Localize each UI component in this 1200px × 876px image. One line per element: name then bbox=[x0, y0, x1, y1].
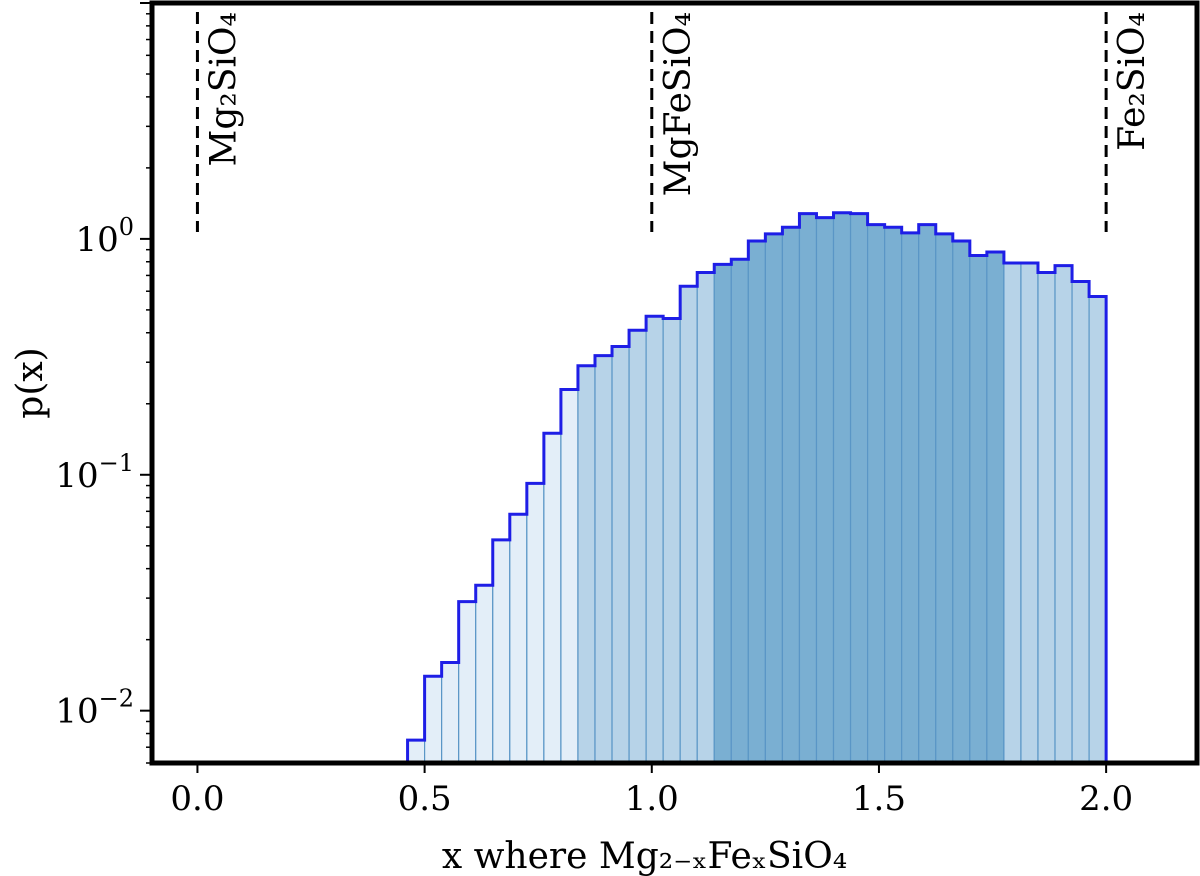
x-axis-label: x where Mg₂₋ₓFeₓSiO₄ bbox=[442, 836, 847, 876]
y-axis-ticks: 10−2 10−1 100 bbox=[55, 2, 152, 764]
histogram-bar bbox=[781, 226, 801, 764]
histogram-bar bbox=[730, 258, 749, 764]
histogram-bar bbox=[509, 513, 528, 764]
histogram-bar bbox=[815, 217, 835, 764]
histogram-bar bbox=[1020, 262, 1039, 764]
histogram-bar bbox=[884, 226, 903, 764]
x-tick-label: 0.0 bbox=[170, 779, 224, 819]
histogram-bar bbox=[577, 365, 596, 764]
histogram-bar bbox=[866, 223, 886, 764]
histogram-bar bbox=[1054, 265, 1073, 764]
reference-lines-group: Mg₂SiO₄ MgFeSiO₄ Fe₂SiO₄ bbox=[195, 12, 1153, 232]
histogram-bar bbox=[849, 212, 869, 764]
reference-line-label: Fe₂SiO₄ bbox=[1112, 12, 1153, 151]
histogram-bar bbox=[645, 315, 664, 764]
reference-line-label: MgFeSiO₄ bbox=[658, 12, 699, 196]
histogram-bar bbox=[492, 539, 511, 764]
histogram-bar bbox=[952, 240, 971, 764]
x-tick-label: 1.0 bbox=[625, 779, 679, 819]
plot-frame bbox=[149, 0, 1200, 766]
x-tick-label: 0.5 bbox=[398, 779, 452, 819]
histogram-bar bbox=[696, 271, 715, 764]
histogram-bar bbox=[1071, 280, 1090, 764]
histogram-bar bbox=[662, 317, 681, 764]
x-tick-label: 2.0 bbox=[1079, 779, 1133, 819]
histogram-bar bbox=[679, 285, 698, 764]
histogram-bar bbox=[526, 482, 545, 764]
histogram-bar bbox=[1003, 262, 1022, 764]
bars-group bbox=[406, 212, 1107, 764]
histogram-bar bbox=[918, 223, 937, 764]
histogram-bar bbox=[628, 329, 647, 764]
histogram-bar bbox=[594, 355, 613, 764]
histogram-bar bbox=[798, 212, 818, 764]
histogram-bar bbox=[832, 212, 852, 764]
histogram-bar bbox=[764, 233, 784, 764]
histogram-bar bbox=[560, 388, 579, 764]
histogram-bar bbox=[611, 345, 630, 764]
histogram-bar bbox=[424, 675, 443, 764]
reference-line-label: Mg₂SiO₄ bbox=[203, 12, 244, 166]
y-axis-label: p(x) bbox=[10, 347, 51, 418]
histogram-bar bbox=[406, 739, 426, 764]
histogram-bar bbox=[475, 584, 494, 764]
y-tick-label: 10−2 bbox=[55, 685, 134, 732]
histogram-bar bbox=[458, 600, 477, 764]
histogram-outline bbox=[406, 211, 1108, 763]
histogram-bar bbox=[747, 240, 766, 764]
x-tick-label: 1.5 bbox=[852, 779, 906, 819]
histogram-bar bbox=[935, 233, 954, 764]
y-tick-label: 10−1 bbox=[55, 449, 134, 496]
histogram-bar bbox=[969, 254, 988, 764]
y-tick-label: 100 bbox=[75, 213, 134, 260]
histogram-bar bbox=[1088, 295, 1107, 764]
histogram-bar bbox=[986, 251, 1005, 764]
histogram-bar bbox=[901, 232, 920, 764]
histogram-bar bbox=[441, 661, 460, 764]
histogram-bar bbox=[713, 263, 732, 764]
histogram-bar bbox=[1037, 271, 1056, 764]
histogram-bar bbox=[543, 432, 562, 764]
x-axis-ticks: 0.0 0.5 1.0 1.5 2.0 bbox=[170, 763, 1133, 819]
